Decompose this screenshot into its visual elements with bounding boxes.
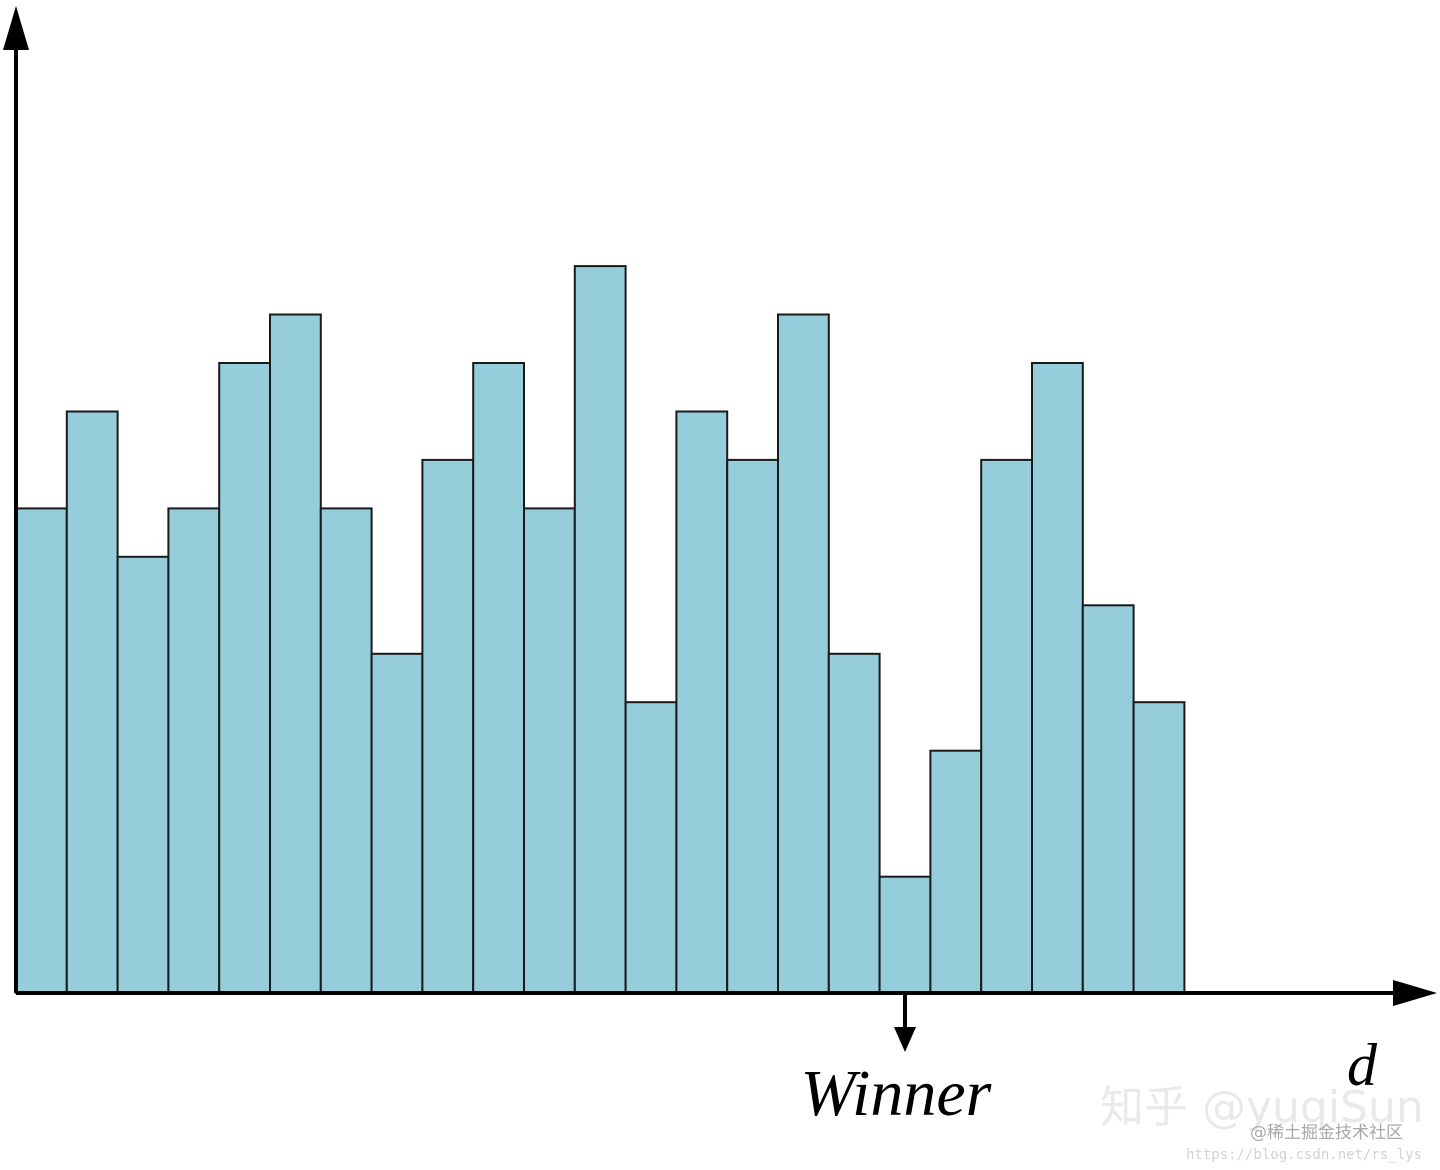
bar — [472, 362, 526, 994]
bar — [218, 362, 271, 994]
bar — [675, 410, 729, 994]
bar — [1081, 604, 1135, 994]
bar — [777, 313, 830, 994]
bar — [929, 749, 983, 995]
bar — [726, 458, 780, 994]
bar — [370, 652, 424, 994]
bar — [980, 458, 1034, 994]
bar — [421, 458, 475, 994]
y-axis-arrowhead — [3, 6, 29, 50]
bar — [1132, 701, 1186, 994]
bar — [65, 410, 119, 994]
bar — [319, 507, 373, 994]
bar — [15, 507, 68, 994]
winner-marker — [894, 995, 916, 1052]
winner-arrowhead — [894, 1027, 916, 1052]
bar — [573, 265, 627, 995]
bar — [167, 507, 221, 994]
juejin-watermark: @稀土掘金技术社区 — [1250, 1123, 1403, 1143]
bar — [523, 507, 576, 994]
bar — [269, 313, 322, 994]
bars-group — [15, 265, 1186, 995]
bar — [878, 875, 932, 995]
url-watermark: https://blog.csdn.net/rs_lys — [1186, 1147, 1422, 1163]
x-axis-arrowhead — [1393, 980, 1437, 1006]
bar — [116, 555, 170, 994]
x-axis-label: d — [1347, 1032, 1378, 1098]
bar — [624, 701, 678, 994]
winner-label: Winner — [801, 1057, 992, 1130]
bar — [1031, 362, 1084, 994]
zhihu-watermark: 知乎 @yuqiSun — [1100, 1082, 1424, 1133]
bar — [827, 652, 881, 994]
